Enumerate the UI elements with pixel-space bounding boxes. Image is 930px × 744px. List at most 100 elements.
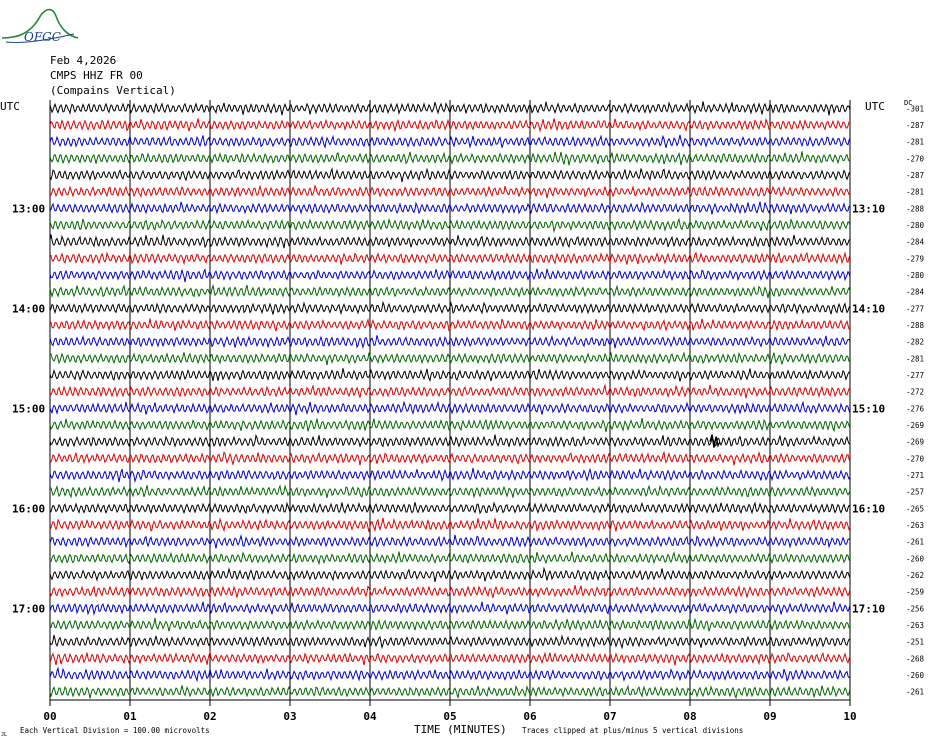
seismic-trace	[49, 217, 851, 234]
dc-offset-label: -263	[906, 521, 924, 530]
x-tick-label: 08	[683, 710, 696, 723]
seismic-trace	[49, 584, 851, 599]
seismic-trace	[49, 184, 851, 199]
dc-offset-label: -257	[906, 488, 924, 497]
dc-offset-label: -281	[906, 354, 924, 363]
event-spike	[709, 434, 721, 448]
seismic-trace	[49, 201, 851, 215]
right-hour-label: 13:10	[852, 202, 885, 215]
dc-offset-label: -276	[906, 404, 925, 413]
dc-offset-label: -280	[906, 271, 925, 280]
seismic-trace	[49, 134, 851, 149]
seismic-trace	[49, 251, 851, 266]
dc-offset-label: -280	[906, 221, 925, 230]
grid-layer	[49, 100, 851, 706]
dc-offset-label: -282	[906, 338, 924, 347]
x-tick-label: 00	[43, 710, 56, 723]
x-tick-label: 06	[523, 710, 537, 723]
seismic-trace	[49, 300, 851, 316]
seismic-trace	[49, 283, 851, 299]
logo-curve	[1, 8, 79, 39]
logo-swoosh	[5, 33, 75, 43]
seismic-trace	[49, 383, 851, 399]
x-tick-label: 09	[763, 710, 776, 723]
dc-offset-label: -261	[906, 688, 924, 697]
seismic-trace	[49, 617, 851, 632]
seismic-trace	[49, 501, 851, 515]
seismic-trace	[49, 368, 851, 383]
left-hour-label: 13:00	[12, 202, 45, 215]
dc-offset-label: -256	[906, 604, 925, 613]
seismic-trace	[49, 666, 851, 683]
dc-offset-label: -284	[906, 288, 925, 297]
left-hour-label: 15:00	[12, 402, 45, 415]
dc-offset-label: -260	[906, 554, 925, 563]
dc-offset-label: -260	[906, 671, 925, 680]
seismic-trace	[49, 601, 851, 616]
x-axis-label: TIME (MINUTES)	[414, 723, 507, 736]
dc-offset-label: -288	[906, 321, 925, 330]
seismic-trace	[49, 101, 851, 116]
dc-offset-label: -269	[906, 421, 924, 430]
header-station: CMPS HHZ FR 00	[50, 69, 143, 82]
dc-offset-label: -268	[906, 654, 925, 663]
dc-title: DC	[904, 99, 912, 107]
x-tick-label: 02	[203, 710, 216, 723]
seismic-trace	[49, 467, 851, 483]
dc-offset-label: -269	[906, 438, 924, 447]
dc-offset-label: -301	[906, 104, 924, 113]
seismic-trace	[49, 268, 851, 283]
seismic-trace	[49, 117, 851, 133]
dc-offset-label: -281	[906, 188, 924, 197]
dc-offset-label: -277	[906, 304, 924, 313]
trace-layer	[49, 101, 851, 700]
header-date: Feb 4,2026	[50, 54, 117, 67]
dc-offset-label: -270	[906, 154, 925, 163]
seismic-trace	[49, 650, 851, 666]
x-tick-label: 04	[363, 710, 377, 723]
dc-offset-label: -281	[906, 138, 924, 147]
seismic-trace	[49, 450, 851, 467]
dc-offset-label: -284	[906, 238, 925, 247]
left-hour-label: 14:00	[12, 302, 45, 315]
header-site: (Compains Vertical)	[50, 84, 176, 97]
seismic-trace	[49, 517, 851, 533]
dc-offset-label: -261	[906, 538, 924, 547]
x-tick-label: 07	[603, 710, 616, 723]
seismic-trace	[49, 351, 851, 366]
seismic-trace	[49, 566, 851, 583]
logo-text: OFGC	[24, 30, 61, 44]
right-hour-label: 16:10	[852, 502, 885, 515]
dc-offset-label: -259	[906, 588, 924, 597]
right-hour-label: 17:10	[852, 602, 885, 615]
seismic-trace	[49, 551, 851, 566]
right-hour-label: 15:10	[852, 402, 885, 415]
seismic-trace	[49, 400, 851, 416]
seismic-trace	[49, 317, 851, 332]
seismic-trace	[49, 684, 851, 700]
seismic-trace	[49, 634, 851, 650]
x-tick-label: 03	[283, 710, 296, 723]
footer-scale-note: Each Vertical Division = 100.00 microvol…	[20, 726, 210, 735]
dc-offset-label: -270	[906, 454, 925, 463]
seismic-trace	[49, 151, 851, 166]
dc-offset-label: -265	[906, 504, 924, 513]
left-hour-label: 16:00	[12, 502, 45, 515]
dc-offset-label: -277	[906, 371, 924, 380]
footer-left-mark: JL	[1, 732, 7, 738]
seismic-trace	[49, 234, 851, 249]
dc-offset-label: -271	[906, 471, 924, 480]
dc-offset-label: -279	[906, 254, 924, 263]
seismic-trace	[49, 418, 851, 433]
dc-offset-label: -287	[906, 171, 924, 180]
footer-clip-note: Traces clipped at plus/minus 5 vertical …	[522, 726, 743, 735]
seismic-trace	[49, 167, 851, 183]
label-layer: 00 01 02 03 04 05 06 07 08 09 10 -301 -287 -281 -270 -2…	[12, 104, 924, 723]
dc-offset-label: -272	[906, 388, 924, 397]
dc-offset-label: -251	[906, 638, 924, 647]
dc-offset-label: -263	[906, 621, 924, 630]
right-axis-title: UTC	[865, 100, 885, 113]
seismic-trace	[49, 533, 851, 549]
left-hour-label: 17:00	[12, 602, 45, 615]
